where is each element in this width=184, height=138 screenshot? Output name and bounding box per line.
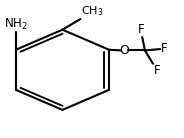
Text: F: F bbox=[138, 23, 145, 36]
Text: NH$_2$: NH$_2$ bbox=[4, 17, 28, 32]
Text: O: O bbox=[119, 44, 129, 57]
Text: F: F bbox=[161, 42, 168, 55]
Text: F: F bbox=[154, 64, 160, 77]
Text: CH$_3$: CH$_3$ bbox=[81, 5, 104, 18]
